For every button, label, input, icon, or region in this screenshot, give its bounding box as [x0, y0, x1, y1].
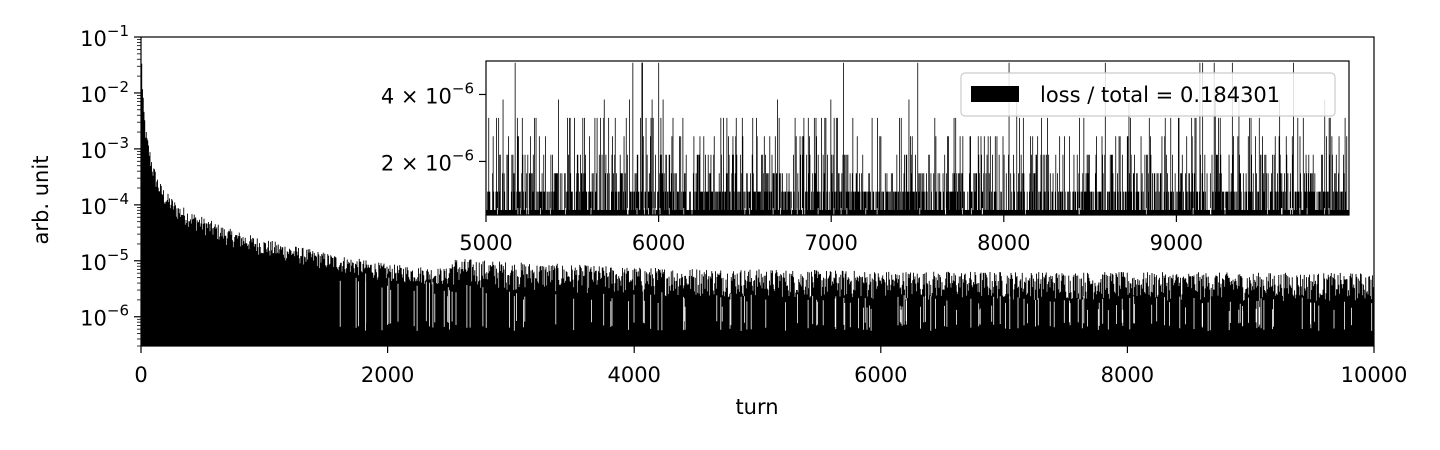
x-tick-label: 6000: [854, 363, 907, 387]
y-tick-base: 10: [80, 307, 107, 331]
main-x-ticks: 0 2000 4000 6000 8000 10000: [134, 346, 1407, 387]
y-tick-exponent: −1: [107, 22, 129, 40]
y-tick-label: 10−4: [80, 190, 129, 219]
y-tick-exponent: −2: [107, 78, 129, 96]
inset-x-tick-label: 9000: [1150, 231, 1203, 255]
main-bar-gaps: [339, 273, 1373, 331]
inset-y-tick-mantissa: 2: [381, 151, 394, 175]
y-tick-base: 10: [80, 139, 107, 163]
y-tick-label: 10−2: [80, 78, 129, 107]
inset-x-ticks: 5000 6000 7000 8000 9000: [459, 215, 1203, 255]
legend-swatch: [971, 86, 1019, 102]
y-tick-exponent: −5: [107, 246, 129, 264]
inset-x-tick-label: 5000: [459, 231, 512, 255]
y-tick-label: 10−5: [80, 246, 129, 275]
inset-x-tick-label: 8000: [977, 231, 1030, 255]
legend-box: [960, 72, 1336, 117]
inset-y-tick-times: ×: [394, 151, 425, 175]
inset-x-tick-label: 6000: [632, 231, 685, 255]
y-tick-exponent: −3: [107, 134, 129, 152]
inset-y-tick-times: ×: [394, 84, 425, 108]
y-tick-label: 10−1: [80, 22, 129, 51]
x-axis-label: turn: [735, 395, 778, 419]
inset-y-tick-base: 10: [425, 84, 452, 108]
y-tick-exponent: −6: [107, 302, 129, 320]
inset-y-ticks: 4 × 10−62 × 10−6: [381, 79, 486, 175]
x-tick-label: 4000: [607, 363, 660, 387]
y-tick-base: 10: [80, 195, 107, 219]
legend: loss / total = 0.184301: [960, 72, 1336, 117]
y-axis-label: arb. unit: [29, 156, 53, 245]
y-tick-label: 10−6: [80, 302, 129, 331]
inset-y-tick-base: 10: [425, 151, 452, 175]
inset-bar-gaps: [497, 208, 1330, 215]
x-tick-label: 8000: [1101, 363, 1154, 387]
x-tick-label: 10000: [1341, 363, 1408, 387]
inset-y-tick-exponent: −6: [452, 79, 474, 97]
y-tick-base: 10: [80, 27, 107, 51]
y-tick-label: 10−3: [80, 134, 129, 163]
inset-y-tick-mantissa: 4: [381, 84, 394, 108]
inset-x-tick-label: 7000: [804, 231, 857, 255]
main-bars: [140, 38, 1374, 347]
inset-bar-base: [486, 209, 1349, 215]
inset-y-tick-label: 2 × 10−6: [381, 146, 474, 175]
inset-y-tick-exponent: −6: [452, 146, 474, 164]
y-tick-exponent: −4: [107, 190, 129, 208]
inset-y-tick-label: 4 × 10−6: [381, 79, 474, 108]
inset-plot-frame: [485, 60, 1350, 216]
x-tick-label: 2000: [361, 363, 414, 387]
y-tick-base: 10: [80, 83, 107, 107]
legend-label: loss / total = 0.184301: [1040, 83, 1280, 107]
x-tick-label: 0: [134, 363, 147, 387]
y-tick-base: 10: [80, 251, 107, 275]
main-y-ticks: 10−110−210−310−410−510−6: [80, 22, 141, 347]
main-plot-frame: [140, 36, 1375, 347]
